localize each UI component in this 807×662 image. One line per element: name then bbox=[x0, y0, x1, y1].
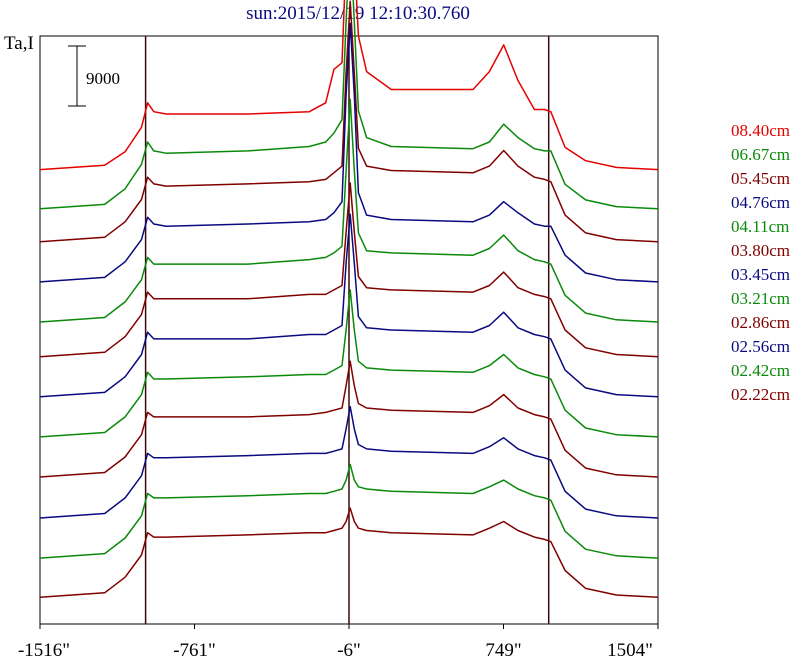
x-axis-ticks: -1516" -761" -6" 749" 1504" bbox=[18, 624, 659, 661]
series-line-8 bbox=[39, 289, 659, 438]
series-line-5 bbox=[39, 98, 659, 323]
series-line-7 bbox=[39, 213, 659, 398]
series-lines bbox=[39, 0, 659, 599]
y-axis-label: Ta,I bbox=[4, 33, 34, 54]
legend-entry-10: 02.56cm bbox=[731, 337, 790, 356]
series-line-6 bbox=[39, 182, 659, 358]
legend-entry-4: 04.76cm bbox=[731, 193, 790, 212]
x-tick-label-5: 1504" bbox=[607, 640, 653, 661]
series-line-3 bbox=[39, 0, 659, 243]
x-tick-label-2: -761" bbox=[173, 640, 216, 661]
series-line-10 bbox=[39, 405, 659, 519]
legend-entry-12: 02.22cm bbox=[731, 385, 790, 404]
series-line-2 bbox=[39, 0, 659, 210]
series-line-1 bbox=[39, 0, 659, 171]
intensity-scale-bar: 9000 bbox=[68, 45, 120, 107]
series-line-9 bbox=[39, 360, 659, 478]
limb-marker-lines bbox=[144, 36, 550, 624]
x-tick-label-3: -6" bbox=[337, 640, 361, 661]
series-line-12 bbox=[39, 507, 659, 599]
legend-entry-3: 05.45cm bbox=[731, 169, 790, 188]
legend-entry-6: 03.80cm bbox=[731, 241, 790, 260]
x-tick-label-1: -1516" bbox=[18, 640, 70, 661]
legend-entry-5: 04.11cm bbox=[731, 217, 789, 236]
legend-entry-9: 02.86cm bbox=[731, 313, 790, 332]
legend-entry-8: 03.21cm bbox=[731, 289, 790, 308]
legend-entry-11: 02.42cm bbox=[731, 361, 790, 380]
legend: 08.40cm 06.67cm 05.45cm 04.76cm 04.11cm 03.80… bbox=[731, 121, 790, 404]
series-line-11 bbox=[39, 463, 659, 559]
series-line-4 bbox=[39, 22, 659, 283]
scale-bar-label: 9000 bbox=[86, 69, 120, 88]
legend-entry-7: 03.45cm bbox=[731, 265, 790, 284]
legend-entry-1: 08.40cm bbox=[731, 121, 790, 140]
x-tick-label-4: 749" bbox=[485, 640, 521, 661]
legend-entry-2: 06.67cm bbox=[731, 145, 790, 164]
